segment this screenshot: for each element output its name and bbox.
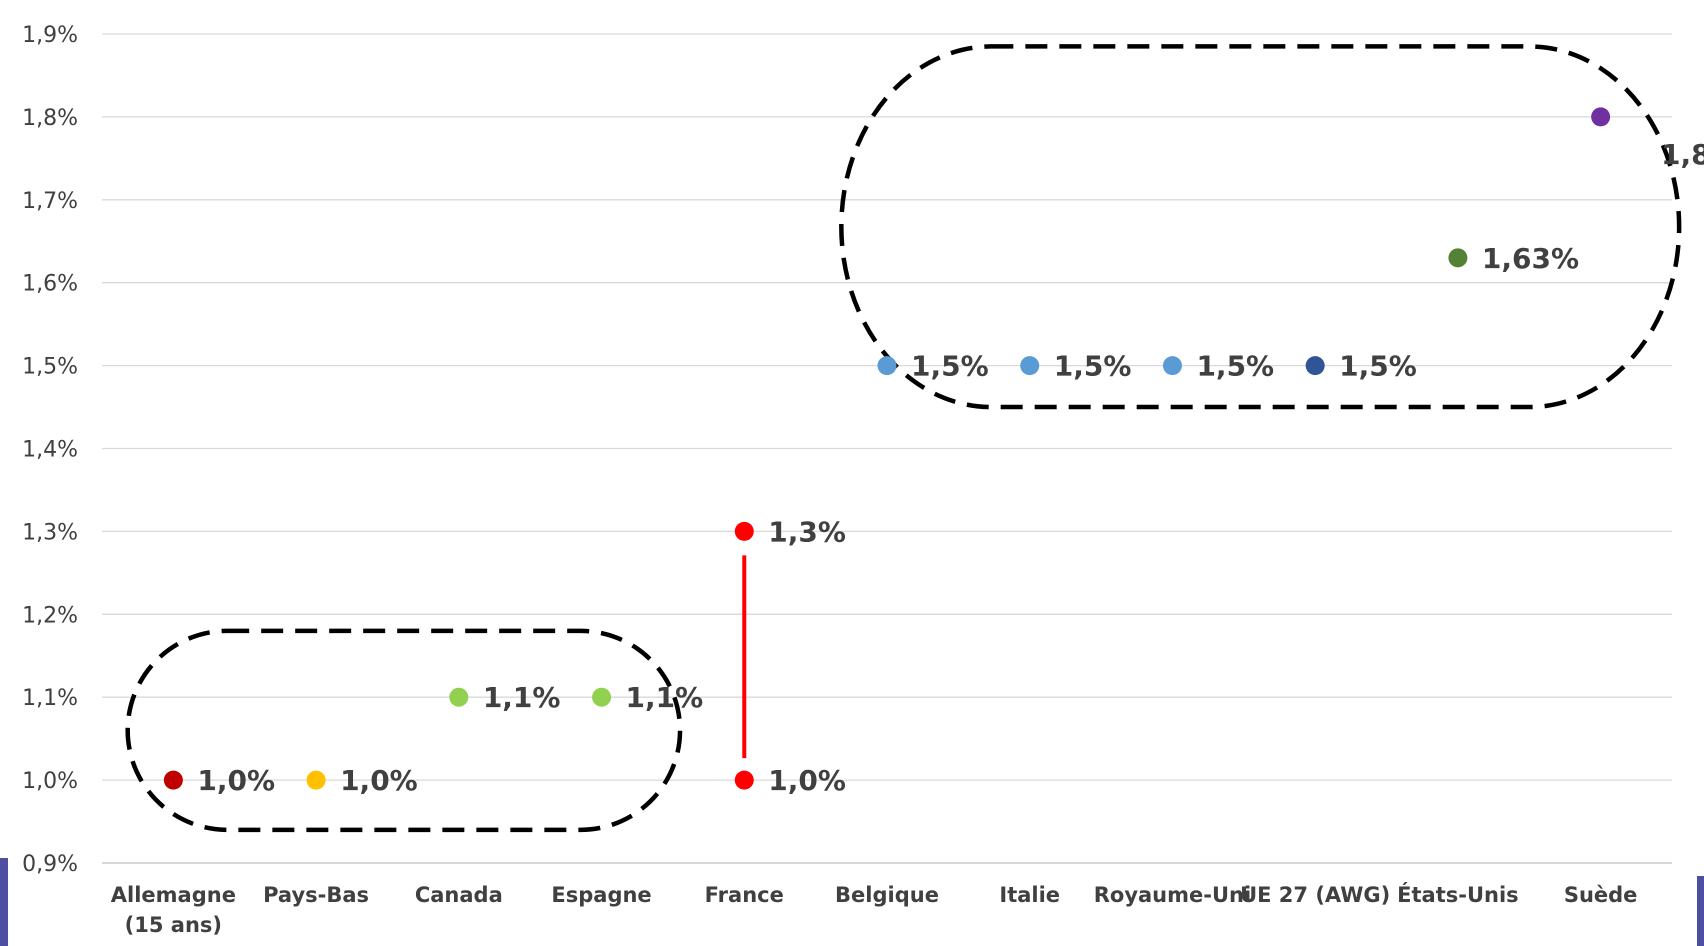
data-point-9 [1305,356,1325,376]
data-point-11 [1591,107,1611,127]
y-tick-label-4: 1,3% [22,520,78,545]
x-tick-label-10-0: Suède [1564,883,1638,907]
y-tick-label-3: 1,2% [22,603,78,628]
x-tick-label-8-0: UE 27 (AWG) [1240,883,1390,907]
data-label-2: 1,1% [483,681,561,714]
data-label-3: 1,1% [626,681,704,714]
data-point-8 [1162,356,1182,376]
data-point-2 [449,687,469,707]
y-tick-label-2: 1,1% [22,686,78,711]
y-tick-label-10: 1,9% [22,23,78,48]
x-tick-label-4-0: France [705,883,784,907]
data-label-4: 1,0% [768,764,846,797]
data-point-10 [1448,248,1468,268]
y-tick-label-8: 1,7% [22,189,78,214]
y-tick-label-7: 1,6% [22,272,78,297]
gridlines [102,33,1672,864]
y-tick-label-9: 1,8% [22,106,78,131]
data-label-6: 1,5% [911,350,989,383]
y-tick-label-6: 1,5% [22,355,78,380]
x-tick-label-0-0: Allemagne [111,883,236,907]
group-outlines [125,44,1682,833]
x-tick-label-7-0: Royaume-Uni [1094,883,1251,907]
data-point-0 [163,770,183,790]
x-tick-label-5-0: Belgique [835,883,939,907]
data-point-1 [306,770,326,790]
data-label-5: 1,3% [768,515,846,548]
data-label-7: 1,5% [1054,350,1132,383]
y-tick-label-1: 1,0% [22,769,78,794]
data-label-11: 1,8% [1661,138,1704,171]
y-axis-tick-labels: 0,9% 1,0% 1,1% 1,2% 1,3% 1,4% 1,5% 1,6% 1,7% 1,8%… [22,23,78,877]
left-edge-tab [0,858,8,946]
x-tick-label-9-0: États-Unis [1397,882,1519,907]
data-label-0: 1,0% [197,764,275,797]
y-tick-label-0: 0,9% [22,852,78,877]
x-axis-tick-labels: Allemagne (15 ans) Pays-Bas Canada Espagne Fr… [111,882,1638,937]
group-outline-0 [125,628,683,833]
group-outline-1 [839,44,1682,410]
data-point-5 [734,521,754,541]
x-tick-label-1-0: Pays-Bas [263,883,369,907]
x-tick-label-3-0: Espagne [551,883,651,907]
right-edge-tab [1697,876,1704,946]
data-point-4 [734,770,754,790]
x-tick-label-0-1: (15 ans) [125,913,222,937]
x-tick-label-6-0: Italie [999,883,1060,907]
data-point-6 [877,356,897,376]
data-points [163,107,1611,790]
data-label-10: 1,63% [1482,242,1579,275]
data-point-3 [592,687,612,707]
data-label-1: 1,0% [340,764,418,797]
data-label-8: 1,5% [1196,350,1274,383]
data-label-9: 1,5% [1339,350,1417,383]
data-labels: 1,0% 1,0% 1,1% 1,1% 1,0% 1,3% 1,5% 1,5% 1,5% 1,5%… [197,138,1704,797]
y-tick-label-5: 1,4% [22,438,78,463]
x-tick-label-2-0: Canada [415,883,503,907]
data-point-7 [1020,356,1040,376]
